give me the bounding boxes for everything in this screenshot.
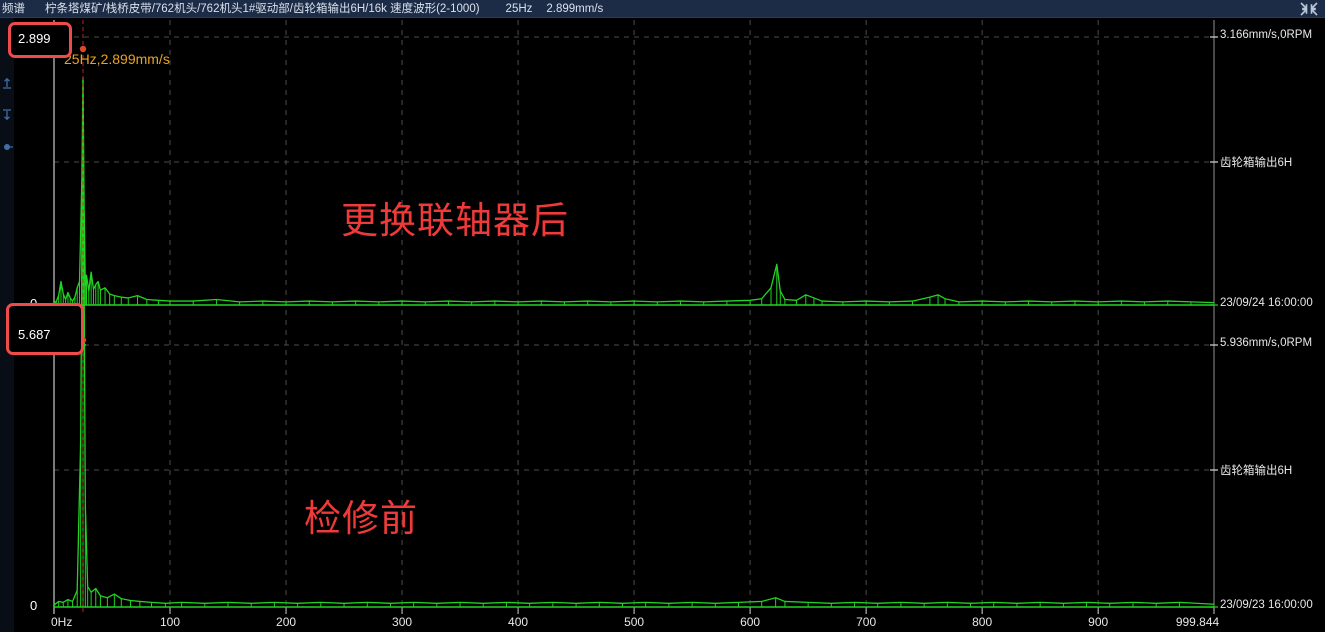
x-tick-label: 400: [508, 615, 529, 629]
tab-spectrum[interactable]: 频谱: [2, 2, 25, 15]
callout-box-top: [8, 22, 72, 58]
callout-box-bottom: [6, 303, 84, 355]
x-tick-label: 999.844: [1175, 615, 1220, 629]
y-zero-label-bottom: 0: [30, 598, 38, 613]
x-tick-label: 900: [1088, 615, 1109, 629]
collapse-arrows-icon[interactable]: [1299, 1, 1319, 17]
right-axis-label-channel: 齿轮箱输出6H: [1220, 157, 1293, 169]
annotation-before-overhaul: 检修前: [304, 497, 418, 540]
x-tick-label: 200: [276, 615, 297, 629]
x-tick-label: 100: [160, 615, 181, 629]
cursor-markers: [36, 20, 87, 614]
spectrum-plot-area[interactable]: 0Hz 100 200 300 400 500 600 700 800 900 999.844 3.…: [14, 18, 1325, 632]
measurement-path: 柠条塔煤矿/栈桥皮带/762机头/762机头1#驱动部/齿轮箱输出6H/16k …: [45, 2, 480, 15]
frequency-readout: 25Hz: [505, 2, 533, 15]
amplitude-readout: 2.899mm/s: [546, 2, 604, 15]
right-axis-label-timestamp: 23/09/24 16:00:00: [1220, 297, 1313, 309]
y-callout-value-top: 2.899: [18, 31, 51, 46]
right-axis-label-scale: 5.936mm/s,0RPM: [1220, 337, 1313, 349]
x-tick-label: 0Hz: [51, 615, 73, 629]
cursor-peak-label: 25Hz,2.899mm/s: [64, 51, 170, 67]
right-axis-label-channel: 齿轮箱输出6H: [1220, 465, 1293, 477]
y-callout-value-bottom: 5.687: [18, 327, 51, 342]
up-arrow-icon[interactable]: [1, 76, 13, 89]
x-tick-label: 600: [740, 615, 761, 629]
right-axis-label-timestamp: 23/09/23 16:00:00: [1220, 599, 1313, 611]
annotation-after-coupling-change: 更换联轴器后: [341, 199, 569, 242]
x-tick-label: 700: [856, 615, 877, 629]
pin-icon[interactable]: [1, 140, 13, 152]
x-tick-label: 800: [972, 615, 993, 629]
x-tick-label: 500: [624, 615, 645, 629]
x-tick-label: 300: [392, 615, 413, 629]
down-arrow-icon[interactable]: [1, 108, 13, 121]
window-title-bar: 频谱 柠条塔煤矿/栈桥皮带/762机头/762机头1#驱动部/齿轮箱输出6H/1…: [0, 0, 1325, 18]
right-axis-label-scale: 3.166mm/s,0RPM: [1220, 29, 1313, 41]
